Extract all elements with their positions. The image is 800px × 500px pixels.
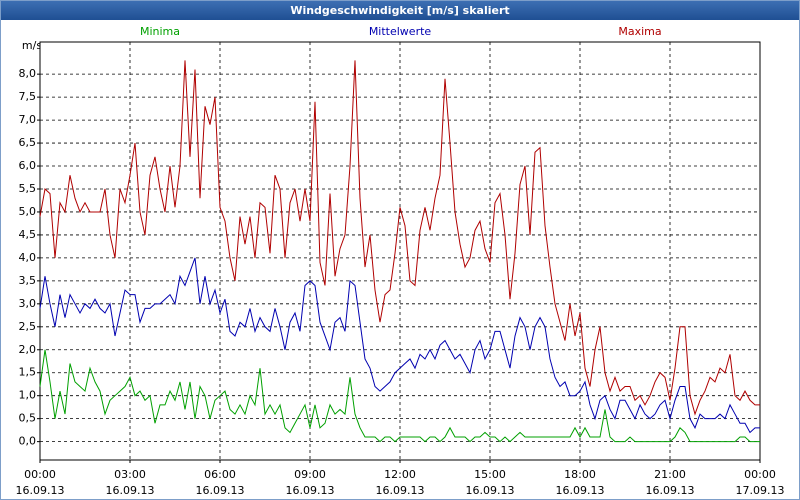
x-tick-label: 00:00: [744, 468, 776, 481]
y-tick-label: 7,5: [19, 90, 37, 103]
y-tick-label: 4,5: [19, 228, 37, 241]
x-tick-label: 06:00: [204, 468, 236, 481]
chart-title: Windgeschwindigkeit [m/s] skaliert: [290, 4, 509, 17]
x-tick-date: 16.09.13: [646, 484, 695, 497]
x-tick-label: 18:00: [564, 468, 596, 481]
x-tick-date: 16.09.13: [376, 484, 425, 497]
y-axis-unit: m/s: [22, 39, 42, 52]
x-tick-label: 15:00: [474, 468, 506, 481]
y-tick-label: 4,0: [19, 251, 37, 264]
x-tick-date: 17.09.13: [736, 484, 785, 497]
y-tick-label: 1,5: [19, 366, 37, 379]
data-line: [39, 60, 760, 416]
legend-label: Mittelwerte: [369, 25, 432, 38]
x-tick-date: 16.09.13: [466, 484, 515, 497]
y-tick-label: 5,5: [19, 182, 37, 195]
data-line: [39, 257, 760, 434]
y-tick-label: 5,0: [19, 205, 37, 218]
x-tick-label: 03:00: [114, 468, 146, 481]
x-tick-label: 00:00: [24, 468, 56, 481]
x-tick-date: 16.09.13: [556, 484, 605, 497]
y-tick-label: 6,5: [19, 136, 37, 149]
y-tick-label: 3,0: [19, 297, 37, 310]
x-tick-label: 12:00: [384, 468, 416, 481]
y-tick-label: 1,0: [19, 389, 37, 402]
y-tick-label: 0,5: [19, 412, 37, 425]
y-tick-label: 3,5: [19, 274, 37, 287]
x-tick-date: 16.09.13: [106, 484, 155, 497]
x-tick-label: 21:00: [654, 468, 686, 481]
legend-label: Maxima: [618, 25, 661, 38]
x-tick-date: 16.09.13: [16, 484, 65, 497]
y-tick-label: 2,5: [19, 320, 37, 333]
title-bar: [1, 1, 799, 20]
legend-label: Minima: [140, 25, 180, 38]
x-tick-date: 16.09.13: [196, 484, 245, 497]
data-line: [39, 349, 760, 443]
x-tick-date: 16.09.13: [286, 484, 335, 497]
y-tick-label: 0,0: [19, 435, 37, 448]
y-tick-label: 7,0: [19, 113, 37, 126]
x-tick-label: 09:00: [294, 468, 326, 481]
y-tick-label: 2,0: [19, 343, 37, 356]
y-tick-label: 6,0: [19, 159, 37, 172]
y-tick-label: 8,0: [19, 67, 37, 80]
